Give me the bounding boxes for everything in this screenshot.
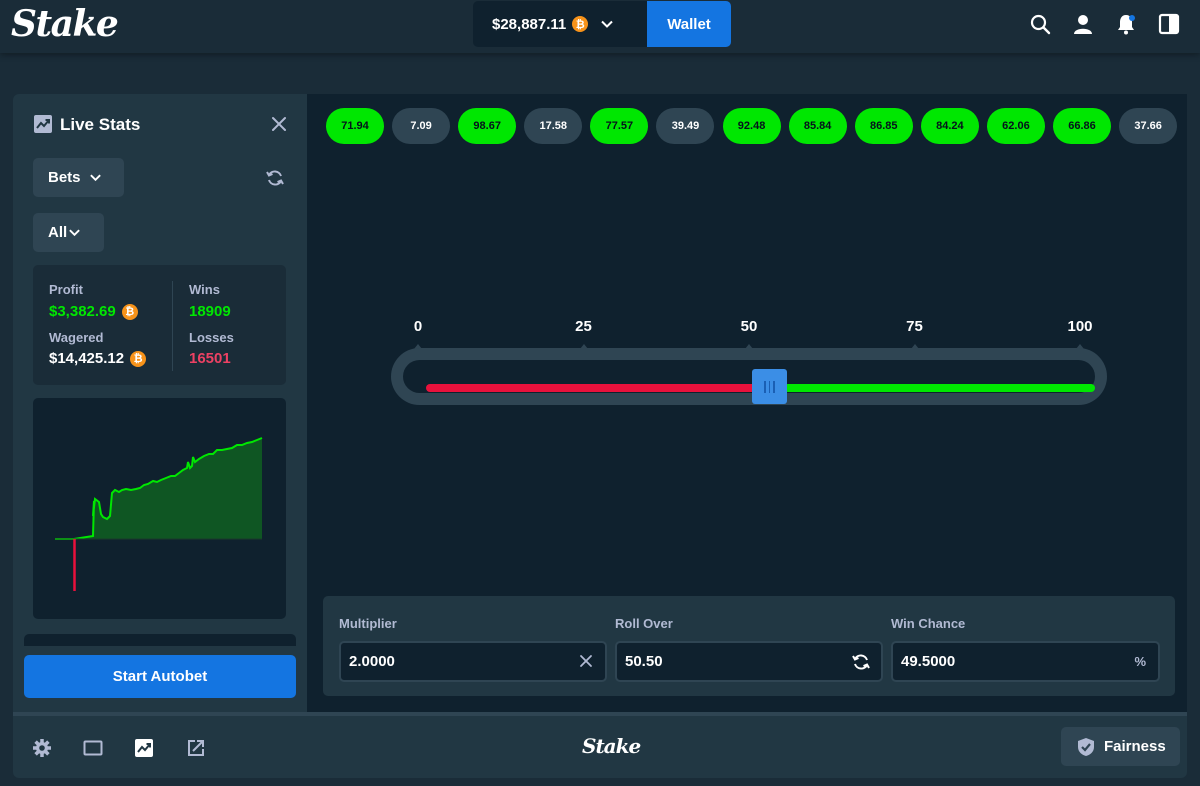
win-chance-label: Win Chance: [891, 616, 966, 631]
result-pill[interactable]: 84.24: [920, 108, 979, 144]
live-stats-panel: Live Stats Bets All Profit $3,382.69 ₿ W…: [13, 94, 307, 712]
roll-over-input[interactable]: 50.50: [615, 641, 883, 682]
profit-chart-graph: [55, 437, 263, 591]
popout-icon[interactable]: [186, 738, 206, 758]
settings-icon[interactable]: [32, 738, 52, 758]
result-pill[interactable]: 86.85: [854, 108, 913, 144]
slider-tick-mark: [910, 344, 919, 349]
top-header: Stake $28,887.11 ₿ Wallet: [0, 0, 1200, 53]
slider-handle[interactable]: [752, 369, 787, 404]
btc-icon: ₿: [121, 303, 138, 320]
recent-results: 71.94 7.09 98.67 17.58 77.57 39.49 92.48 85.84 8…: [326, 108, 1185, 144]
btc-icon: ₿: [130, 350, 147, 367]
wagered-label: Wagered: [49, 330, 104, 345]
wins-value: 18909: [189, 303, 231, 320]
slider-track[interactable]: [403, 360, 1095, 404]
live-stats-title: Live Stats: [60, 115, 141, 134]
losses-value: 16501: [189, 350, 231, 367]
slider-tick-mark: [745, 344, 753, 349]
losing-range-bar: [426, 384, 756, 392]
slider-tick-label: 75: [906, 318, 923, 335]
live-stats-icon: [34, 115, 52, 133]
win-chance-input[interactable]: 49.5000 %: [891, 641, 1160, 682]
start-autobet-button[interactable]: Start Autobet: [24, 655, 296, 698]
tab-strip: [24, 634, 296, 646]
all-dropdown[interactable]: All: [33, 213, 104, 252]
wins-label: Wins: [189, 282, 220, 297]
result-pill[interactable]: 85.84: [788, 108, 847, 144]
multiplier-value: 2.0000: [349, 653, 395, 670]
stats-divider: [172, 281, 173, 371]
sidebar-toggle-icon[interactable]: [1158, 13, 1180, 35]
btc-icon: ₿: [572, 16, 589, 32]
footer-stake-logo: Stake: [582, 734, 641, 758]
profit-label: Profit: [49, 282, 83, 297]
all-dropdown-label: All: [48, 224, 68, 241]
profit-amount: $3,382.69: [49, 303, 116, 320]
refresh-icon[interactable]: [265, 168, 285, 188]
bet-settings-panel: Multiplier 2.0000 Roll Over 50.50 Win Ch…: [323, 596, 1175, 696]
slider-tick-label: 100: [1067, 318, 1093, 335]
result-pill[interactable]: 62.06: [986, 108, 1045, 144]
bets-dropdown-label: Bets: [48, 169, 81, 186]
result-pill[interactable]: 17.58: [524, 108, 583, 144]
slider-tick-label: 25: [575, 318, 592, 335]
result-pill[interactable]: 92.48: [722, 108, 781, 144]
balance-dropdown[interactable]: $28,887.11 ₿: [473, 1, 648, 47]
result-pill[interactable]: 71.94: [326, 108, 384, 144]
percent-icon: %: [1134, 654, 1146, 669]
fairness-label: Fairness: [1104, 738, 1166, 755]
search-icon[interactable]: [1029, 13, 1051, 35]
swap-roll-icon[interactable]: [851, 652, 871, 672]
close-icon[interactable]: [271, 116, 287, 132]
slider-tick-mark: [579, 344, 588, 349]
stats-summary: Profit $3,382.69 ₿ Wagered $14,425.12 ₿ …: [33, 265, 286, 385]
chevron-down-icon: [69, 229, 80, 237]
notification-bell-icon[interactable]: [1115, 13, 1137, 35]
result-pill[interactable]: 7.09: [392, 108, 451, 144]
live-stats-icon[interactable]: [134, 738, 154, 758]
wallet-button[interactable]: Wallet: [647, 1, 731, 47]
game-footer: Stake Fairness: [13, 712, 1187, 778]
roll-slider: [391, 348, 1107, 405]
winning-range-bar: [756, 384, 1095, 392]
profit-chart: [33, 398, 286, 619]
wagered-value: $14,425.12 ₿: [49, 350, 147, 367]
balance-amount: $28,887.11: [492, 15, 567, 33]
result-pill[interactable]: 77.57: [590, 108, 649, 144]
fairness-button[interactable]: Fairness: [1061, 727, 1180, 766]
chevron-down-icon: [601, 20, 613, 28]
result-pill[interactable]: 37.66: [1119, 108, 1178, 144]
roll-over-label: Roll Over: [615, 616, 673, 631]
roll-over-value: 50.50: [625, 653, 663, 670]
multiply-icon: [580, 655, 592, 667]
wagered-amount: $14,425.12: [49, 350, 125, 367]
dice-game-area: 71.94 7.09 98.67 17.58 77.57 39.49 92.48 85.84 8…: [307, 94, 1187, 712]
stake-logo[interactable]: Stake: [11, 3, 119, 45]
result-pill[interactable]: 66.86: [1053, 108, 1112, 144]
result-pill[interactable]: 98.67: [458, 108, 517, 144]
multiplier-input[interactable]: 2.0000: [339, 641, 607, 682]
win-chance-value: 49.5000: [901, 653, 956, 670]
slider-tick-mark: [1076, 344, 1084, 349]
result-pill[interactable]: 39.49: [656, 108, 715, 144]
slider-tick-label: 50: [740, 318, 758, 335]
losses-label: Losses: [189, 330, 234, 345]
slider-tick-mark: [414, 344, 422, 349]
shield-check-icon: [1078, 737, 1094, 756]
chevron-down-icon: [89, 174, 101, 182]
profit-value: $3,382.69 ₿: [49, 303, 138, 320]
theatre-mode-icon[interactable]: [83, 738, 103, 758]
multiplier-label: Multiplier: [339, 616, 397, 631]
bets-dropdown[interactable]: Bets: [33, 158, 124, 197]
user-icon[interactable]: [1072, 13, 1094, 35]
slider-tick-label: 0: [413, 318, 423, 335]
